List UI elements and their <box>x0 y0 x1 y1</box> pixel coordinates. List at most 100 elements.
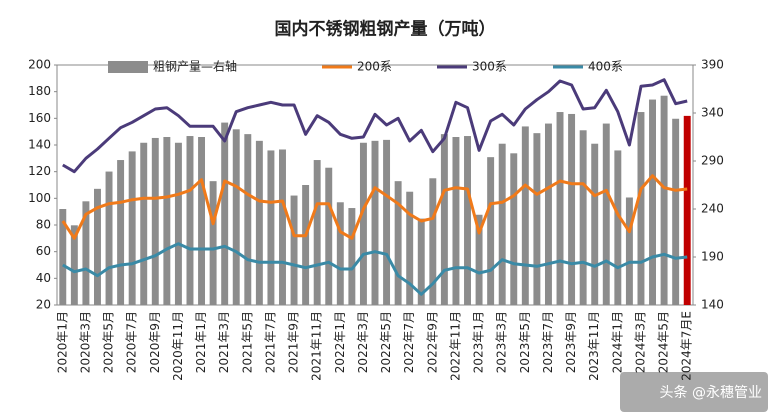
x-tick-label: 2020年9月 <box>148 311 162 373</box>
x-tick-label: 2022年11月 <box>448 311 462 381</box>
bar <box>59 209 67 305</box>
x-tick-label: 2022年5月 <box>379 311 393 373</box>
bar <box>487 157 495 305</box>
y-tick-label: 100 <box>28 191 51 205</box>
x-tick-label: 2022年3月 <box>356 311 370 373</box>
x-tick-label: 2023年11月 <box>587 311 601 381</box>
x-tick-label: 2024年5月 <box>657 311 671 373</box>
bar <box>359 142 367 305</box>
bar <box>579 130 587 305</box>
x-tick-label: 2022年7月 <box>402 311 416 373</box>
bar <box>70 225 78 305</box>
legend-label: 400系 <box>588 60 623 74</box>
x-tick-label: 2024年3月 <box>633 311 647 373</box>
y-tick-label: 60 <box>36 244 51 258</box>
bar <box>163 137 171 305</box>
bar <box>336 202 344 305</box>
y2-tick-label: 190 <box>701 250 724 264</box>
y-tick-label: 140 <box>28 138 51 152</box>
bar <box>521 126 529 305</box>
bar <box>464 136 471 305</box>
line-series <box>61 174 688 240</box>
bar <box>406 191 414 305</box>
bar <box>117 160 125 305</box>
x-tick-label: 2023年5月 <box>518 311 532 373</box>
bar <box>302 185 310 305</box>
bar <box>556 112 564 305</box>
bar <box>602 123 610 305</box>
bar <box>290 195 298 305</box>
line-series <box>62 242 688 296</box>
bar <box>649 99 656 305</box>
x-tick-label: 2023年9月 <box>564 311 578 373</box>
x-tick-label: 2021年11月 <box>310 311 324 381</box>
bar <box>128 151 136 305</box>
y2-tick-label: 240 <box>701 202 724 216</box>
watermark: 头条 @永穗管业 <box>660 384 762 401</box>
bar <box>279 149 286 305</box>
bar <box>568 113 576 306</box>
legend-swatch <box>108 61 148 73</box>
bar <box>452 137 460 305</box>
x-tick-label: 2021年9月 <box>287 311 301 373</box>
x-tick-label: 2020年3月 <box>78 311 92 373</box>
bar <box>533 133 541 305</box>
y-tick-label: 80 <box>36 218 51 232</box>
y2-tick-label: 290 <box>701 154 724 168</box>
bar <box>267 150 275 305</box>
chart-title: 国内不锈钢粗钢产量（万吨） <box>275 19 496 40</box>
line-series <box>62 78 688 174</box>
y-tick-label: 120 <box>28 164 51 178</box>
x-tick-label: 2021年3月 <box>217 311 231 373</box>
bar <box>244 134 252 305</box>
bar <box>544 123 552 305</box>
bar <box>82 201 90 305</box>
y2-tick-label: 340 <box>701 106 724 120</box>
x-tick-label: 2023年1月 <box>472 311 486 373</box>
bar <box>510 153 518 305</box>
bar <box>672 118 680 305</box>
bar <box>383 139 391 305</box>
bar <box>348 208 356 305</box>
bar <box>140 142 148 305</box>
x-tick-label: 2020年1月 <box>55 311 69 373</box>
bar <box>637 112 645 305</box>
y-tick-label: 180 <box>28 84 51 98</box>
y-tick-label: 40 <box>36 271 51 285</box>
y2-tick-label: 140 <box>701 298 724 312</box>
bar <box>209 181 217 305</box>
bar <box>660 95 668 305</box>
x-tick-label: 2024年7月E <box>680 311 694 381</box>
y-tick-label: 20 <box>36 298 51 312</box>
x-tick-label: 2021年1月 <box>194 311 208 373</box>
bar <box>325 167 333 305</box>
bar <box>174 142 182 305</box>
watermark-bg <box>620 372 768 412</box>
bar <box>417 218 425 305</box>
y2-tick-label: 390 <box>701 58 724 72</box>
bar <box>475 214 483 305</box>
bar <box>186 136 194 305</box>
bar <box>394 181 402 305</box>
x-tick-label: 2021年5月 <box>240 311 254 373</box>
x-tick-label: 2022年1月 <box>333 311 347 373</box>
bar <box>94 188 101 305</box>
bar <box>232 129 240 305</box>
legend-label: 300系 <box>472 60 507 74</box>
bar <box>255 140 263 305</box>
x-tick-label: 2020年5月 <box>102 311 116 373</box>
bar <box>440 134 448 305</box>
x-tick-label: 2024年1月 <box>610 311 624 373</box>
x-tick-label: 2020年7月 <box>125 311 139 373</box>
x-tick-label: 2020年11月 <box>171 311 185 381</box>
bar <box>614 150 622 305</box>
bar <box>105 171 113 305</box>
bar <box>683 115 691 305</box>
legend-label: 200系 <box>357 60 392 74</box>
y-tick-label: 200 <box>28 58 51 72</box>
bar <box>498 143 506 305</box>
bar <box>313 160 321 305</box>
x-tick-label: 2021年7月 <box>263 311 277 373</box>
legend-label: 粗钢产量—右轴 <box>153 59 237 74</box>
